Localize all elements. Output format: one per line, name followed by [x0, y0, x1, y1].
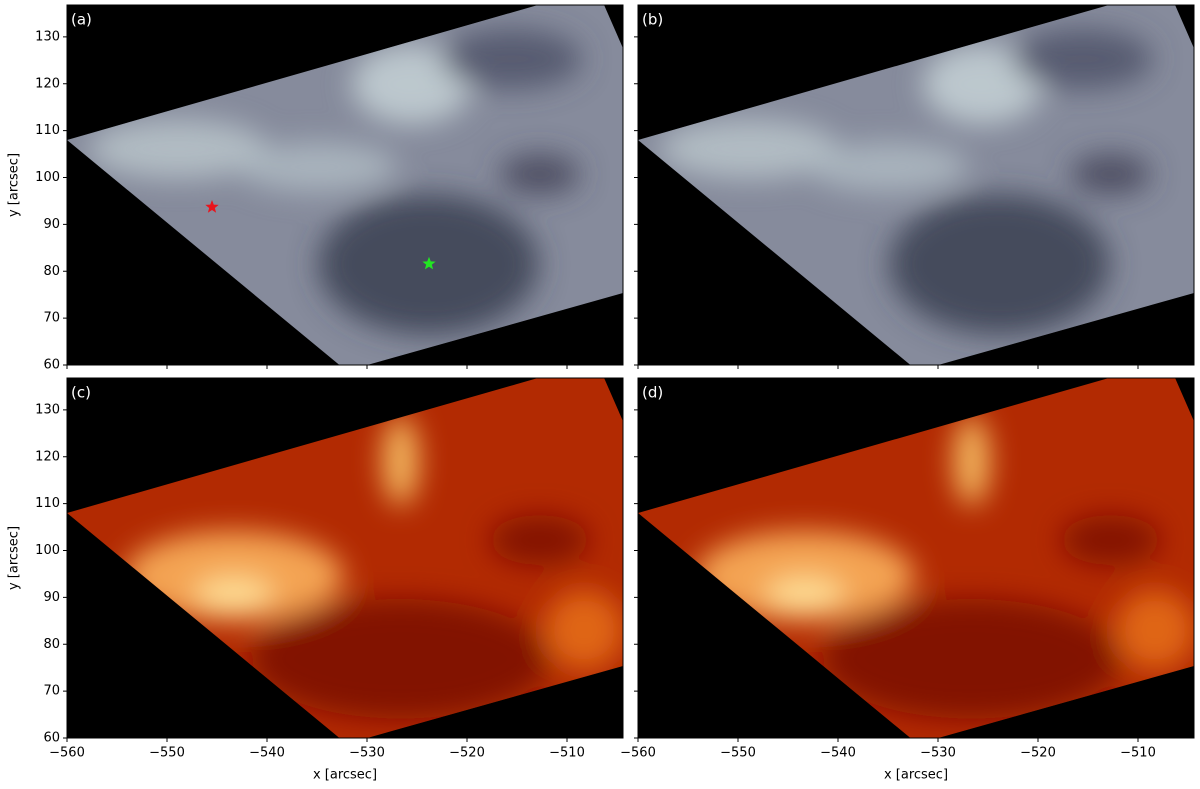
- panel: −560 −550 −540 −530 −520 −510 60 70 80 90 100 110 12…: [7, 377, 624, 783]
- panel-label: (a): [71, 11, 92, 29]
- y-tick-label: 70: [43, 684, 60, 699]
- y-tick-label: 90: [43, 590, 60, 605]
- image-blob: [953, 415, 990, 506]
- x-tick-label: −520: [1020, 746, 1056, 761]
- axes-frame: [637, 377, 1195, 739]
- image-texture: [123, 415, 623, 719]
- axes-frame: [637, 4, 1195, 366]
- x-tick-label: −560: [49, 746, 85, 761]
- y-tick-label: 90: [43, 217, 60, 232]
- y-tick-label: 120: [35, 76, 60, 91]
- axes-frame: [66, 377, 624, 739]
- image-texture: [694, 415, 1194, 719]
- image-blob: [193, 576, 274, 612]
- image-blob: [821, 598, 1122, 719]
- x-tick-label: −510: [549, 746, 585, 761]
- panel-label: (c): [71, 384, 91, 402]
- panel: 60 70 80 90 100 110 120 130 y [arcsec] (a): [7, 4, 624, 373]
- panel-label: (d): [642, 384, 663, 402]
- image-blob: [1070, 154, 1151, 195]
- image-blob: [922, 44, 1043, 125]
- image-texture: [88, 29, 582, 335]
- image-blob: [544, 590, 623, 670]
- image-blob: [250, 598, 551, 719]
- x-tick-label: −560: [620, 746, 656, 761]
- x-tick-label: −550: [720, 746, 756, 761]
- y-tick-label: 80: [43, 264, 60, 279]
- image-blob: [441, 29, 582, 89]
- y-tick-label: 110: [35, 123, 60, 138]
- x-axis-label: x [arcsec]: [884, 768, 948, 783]
- image-blob: [659, 119, 840, 179]
- image-blob: [889, 194, 1110, 335]
- image-blob: [237, 142, 398, 192]
- x-tick-label: −550: [149, 746, 185, 761]
- y-tick-label: 130: [35, 29, 60, 44]
- y-tick-label: 100: [35, 170, 60, 185]
- axes-frame: [66, 4, 624, 366]
- image-blob: [499, 154, 580, 195]
- x-tick-label: −530: [920, 746, 956, 761]
- y-tick-label: 130: [35, 402, 60, 417]
- y-tick-label: 60: [43, 731, 60, 746]
- panel-label: (b): [642, 11, 663, 29]
- image-blob: [764, 576, 845, 612]
- y-tick-label: 120: [35, 449, 60, 464]
- image-blob: [489, 515, 590, 565]
- panel: (b): [634, 4, 1195, 369]
- image-blob: [382, 415, 419, 506]
- x-tick-label: −540: [820, 746, 856, 761]
- x-axis-label: x [arcsec]: [313, 768, 377, 783]
- y-tick-label: 100: [35, 543, 60, 558]
- image-texture: [659, 29, 1153, 335]
- image-blob: [808, 142, 969, 192]
- star-marker: [205, 200, 219, 213]
- y-tick-label: 60: [43, 358, 60, 373]
- y-axis-label: y [arcsec]: [7, 526, 22, 590]
- x-tick-label: −520: [449, 746, 485, 761]
- star-marker: [422, 256, 436, 270]
- image-blob: [88, 119, 269, 179]
- x-tick-label: −530: [349, 746, 385, 761]
- y-axis-label: y [arcsec]: [7, 153, 22, 217]
- x-tick-label: −540: [249, 746, 285, 761]
- image-blob: [1115, 590, 1194, 670]
- image-blob: [1012, 29, 1153, 89]
- y-tick-label: 110: [35, 496, 60, 511]
- y-tick-label: 80: [43, 637, 60, 652]
- x-tick-label: −510: [1120, 746, 1156, 761]
- y-tick-label: 70: [43, 311, 60, 326]
- image-blob: [351, 44, 472, 125]
- image-map: [638, 5, 1194, 365]
- panel: −560 −550 −540 −530 −520 −510 x [arcsec] (d): [620, 377, 1195, 783]
- image-blob: [1060, 515, 1161, 565]
